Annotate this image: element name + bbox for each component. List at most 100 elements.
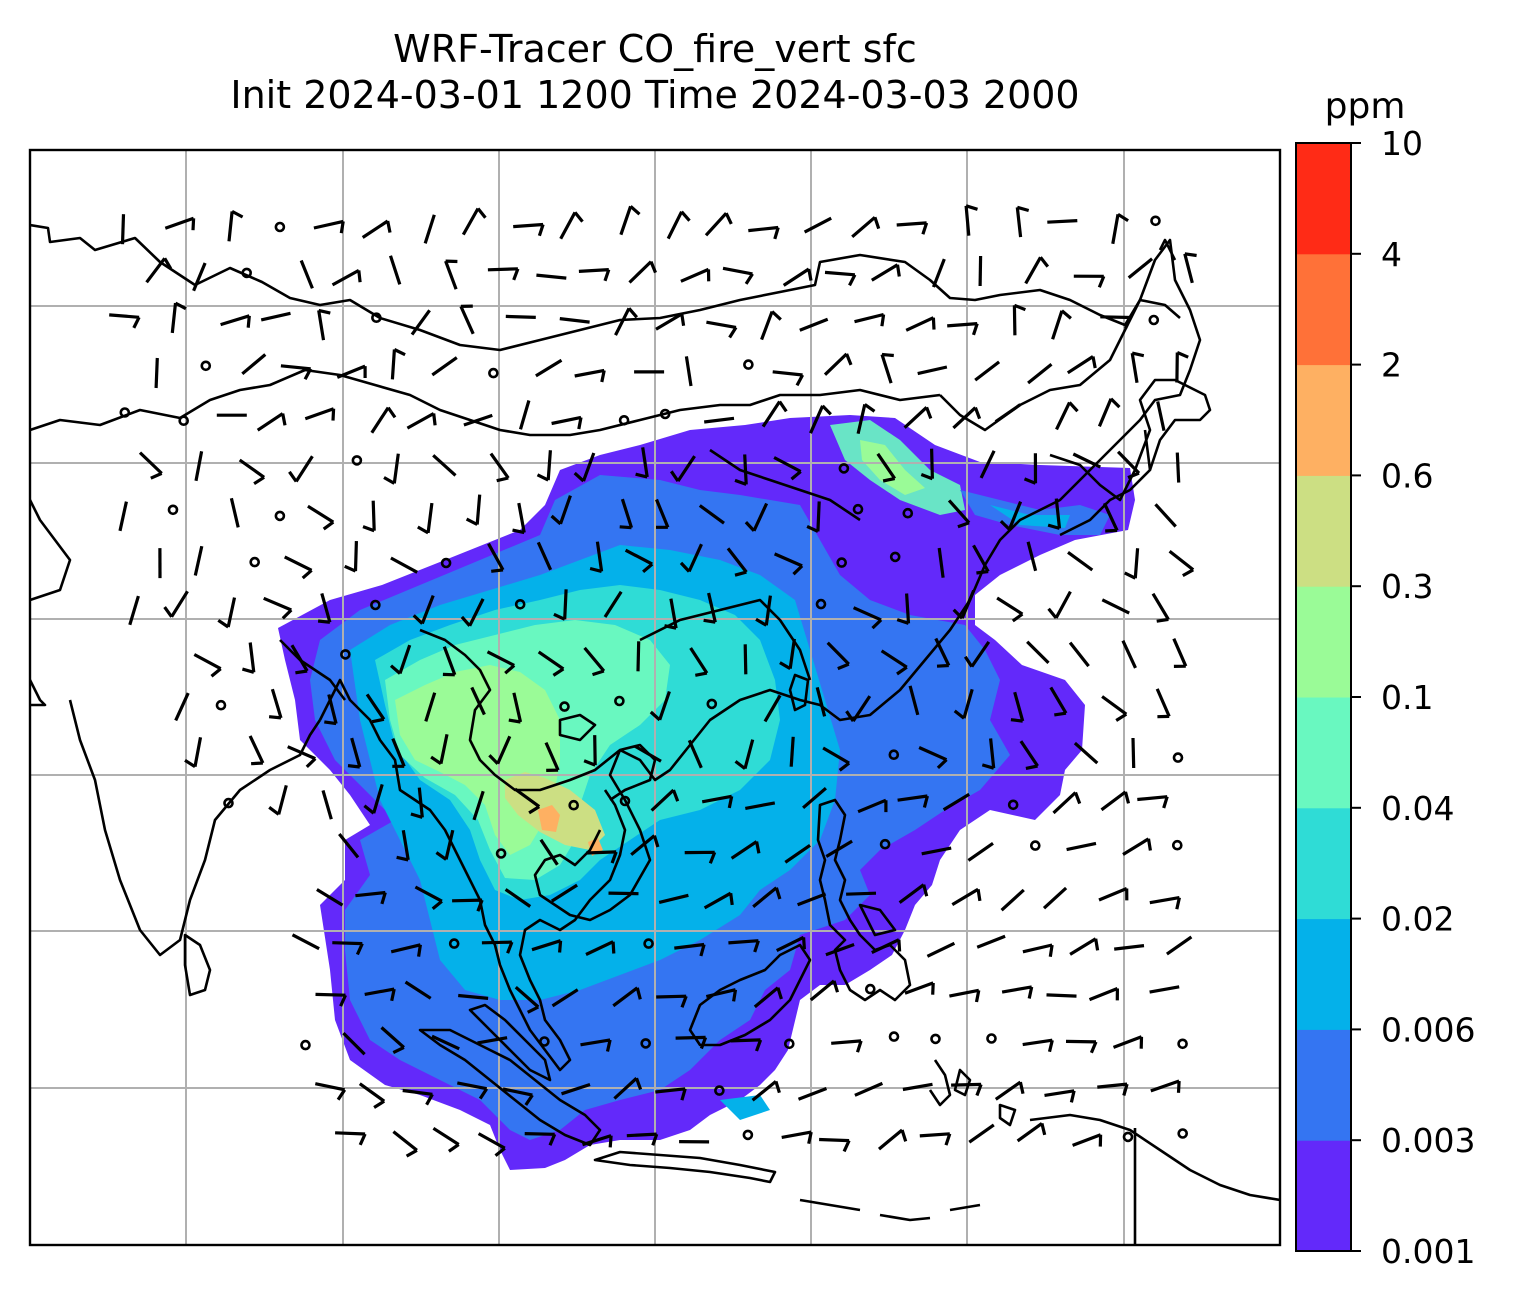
wind-barb (536, 541, 553, 571)
wind-barb (763, 694, 782, 723)
wind-barb (996, 596, 1024, 623)
wind-barb (551, 415, 583, 430)
wind-barb (290, 644, 309, 675)
wind-barb (1088, 987, 1119, 1002)
wind-barb (342, 1031, 366, 1056)
wind-barb (905, 316, 936, 332)
wind-barb (797, 892, 827, 907)
calm-wind-marker (167, 504, 179, 516)
wind-barb (184, 737, 203, 769)
wind-barb (870, 263, 901, 282)
wind-barb (361, 219, 392, 239)
wind-barb (217, 597, 237, 629)
wind-barb (583, 735, 597, 767)
wind-barb (364, 987, 396, 1002)
wind-barb (316, 888, 344, 907)
wind-barb (163, 590, 189, 618)
wind-barb (317, 308, 331, 341)
wind-barb (362, 500, 376, 533)
wind-barb (544, 741, 560, 772)
calm-wind-marker (815, 598, 827, 610)
halmahera (998, 1103, 1017, 1127)
wind-barb (994, 403, 1022, 424)
wind-barb (773, 456, 802, 481)
wind-barb (1049, 686, 1068, 717)
wind-barb (344, 541, 358, 573)
wind-barb (574, 368, 606, 383)
wind-barb (806, 501, 821, 533)
wind-barb (551, 988, 579, 1008)
wind-barb (388, 255, 402, 285)
sri-lanka (183, 933, 212, 997)
wind-barb (918, 746, 948, 770)
wind-barb (831, 1039, 863, 1053)
wind-barb (317, 592, 332, 624)
calm-wind-marker (488, 367, 499, 379)
wind-barb (1131, 737, 1136, 769)
wind-barb (402, 1088, 434, 1106)
map-area (30, 150, 1280, 1245)
calm-wind-marker (1007, 799, 1019, 811)
wind-barb (920, 448, 934, 481)
colorbar-cell-0.3 (1296, 475, 1351, 587)
wind-barb (291, 933, 320, 951)
wind-barb (952, 406, 982, 430)
wind-barb (410, 787, 424, 819)
wind-barb (701, 794, 734, 809)
wind-barb (406, 412, 437, 430)
colorbar-cell-2 (1296, 253, 1351, 366)
wind-barb (1066, 355, 1097, 375)
wind-barb (903, 406, 933, 429)
wind-barb (192, 262, 207, 292)
calm-wind-marker (440, 557, 452, 569)
colorbar-tick-label: 0.3 (1381, 567, 1433, 606)
wind-barb (972, 544, 990, 575)
wind-barb (442, 646, 457, 677)
wind-barb (1114, 944, 1145, 951)
wind-barb (370, 406, 397, 434)
wind-barb (539, 838, 559, 866)
co-band-japan-inner (990, 505, 1070, 528)
wind-barb (815, 687, 827, 717)
wind-barb (582, 1134, 613, 1148)
wind-barb (934, 637, 951, 668)
calm-wind-marker (1177, 1038, 1188, 1050)
wind-barb (705, 988, 738, 1002)
wind-barb (650, 788, 680, 812)
wind-barb (423, 214, 436, 244)
java (593, 1150, 777, 1184)
wind-barb (1112, 1035, 1144, 1049)
wind-barb (877, 1128, 908, 1151)
wind-barb (1047, 590, 1072, 620)
wind-barb (1044, 1089, 1076, 1103)
calm-wind-marker (223, 797, 234, 809)
wind-barb (145, 257, 173, 284)
map-frame (28, 148, 1282, 1247)
wind-barb (963, 640, 991, 668)
wind-barb (932, 258, 946, 288)
coastlines (30, 223, 1280, 1245)
wind-barb (825, 942, 855, 957)
wind-barb (689, 647, 709, 677)
wind-barb (675, 1035, 708, 1050)
colorbar-tick-label: 0.006 (1381, 1010, 1475, 1049)
wind-barb (779, 638, 796, 670)
colorbar-tick-label: 0.6 (1381, 456, 1433, 495)
title-line-1: WRF-Tracer CO_fire_vert sfc (393, 27, 917, 71)
wind-barb (227, 209, 244, 242)
wind-barb (109, 313, 141, 329)
wind-barb (1055, 401, 1079, 431)
wind-barb (488, 735, 512, 765)
calm-wind-marker (371, 312, 382, 324)
wind-barb (803, 216, 832, 234)
colorbar-cell-0.003 (1296, 1029, 1351, 1141)
wind-barb (799, 317, 829, 332)
wind-barb (487, 542, 505, 573)
wind-barb (704, 212, 733, 237)
colorbar-tick-label: 0.001 (1381, 1232, 1475, 1271)
wind-barb (1175, 351, 1189, 383)
wind-barb (424, 692, 437, 722)
colorbar-cells (1296, 143, 1351, 1252)
wind-barb (518, 400, 531, 430)
wind-barb (1001, 985, 1034, 999)
